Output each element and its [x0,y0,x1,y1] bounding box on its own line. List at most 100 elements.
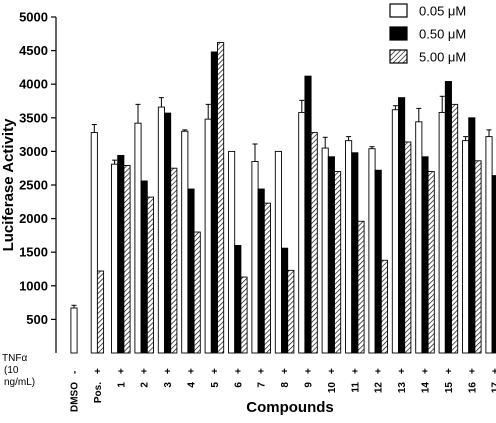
treatment-sign: + [374,368,385,374]
y-tick-label: 1000 [19,278,48,293]
treatment-sign: + [397,368,408,374]
bar-hatched [310,132,318,354]
bar-solid [257,188,265,354]
category-label: 1 [116,382,127,388]
bar-open [438,111,446,354]
bars-group [70,42,496,354]
treatment-sign: + [116,368,127,374]
category-label: 9 [304,382,315,388]
legend-label: 5.00 μM [419,50,466,65]
legend: 0.05 μM 0.50 μM 5.00 μM [389,3,466,65]
bar-open [415,121,423,354]
y-tick-label: 2000 [19,211,48,226]
y-tick-label: 500 [26,312,48,327]
y-axis-title: Luciferase Activity [0,118,17,251]
bar-hatched [334,171,342,354]
treatment-sign: + [163,368,174,374]
category-label: 7 [257,382,268,388]
treatment-sign: + [327,368,338,374]
bar-open [391,109,399,354]
category-label: 3 [163,382,174,388]
treatment-label: ng/mL) [4,377,35,388]
category-label: 8 [280,382,291,388]
bar-solid [187,188,195,354]
category-label: Pos. [93,382,104,403]
bar-solid [351,152,359,354]
y-tick-label: 3500 [19,110,48,125]
legend-label: 0.50 μM [419,27,466,42]
category-label: 14 [421,382,432,394]
bar-hatched [240,276,248,354]
legend-swatch-solid [389,26,408,41]
category-label: 4 [187,382,198,388]
category-label: 10 [327,382,338,394]
bar-hatched [123,165,131,354]
bar-open [134,122,142,354]
bar-solid [117,154,125,354]
treatment-sign: + [210,368,221,374]
treatment-sign: - [70,371,81,374]
bar-solid [210,51,218,354]
bar-open [368,148,376,354]
bar-open [462,140,470,354]
bar-solid [327,156,335,354]
bar-open [321,147,329,354]
category-label: 13 [397,382,408,394]
axes: 500 1000 1500 2000 2500 3000 3500 4000 4500 5000 L… [0,10,334,417]
bar-open [251,161,259,354]
labels-group: - DMSO + Pos. +1 +2 +3 +4 +5 +6 +7 +8 +9 +10 +11 +12 +13… [2,353,496,412]
y-tick-label: 4500 [19,43,48,58]
bar-hatched [146,196,154,354]
treatment-label: (10 [4,365,19,376]
bar-open [228,150,236,354]
category-label: 12 [374,382,385,394]
bar-hatched [427,171,435,354]
bar-solid [234,245,242,354]
treatment-sign: + [350,368,361,374]
bar-hatched [263,202,271,354]
y-tick-label: 3000 [19,144,48,159]
legend-swatch-open [389,3,408,18]
bar-solid [281,247,289,354]
bar-open [181,130,189,354]
bar-solid [491,175,496,354]
bar-open [90,132,98,354]
bar-open [345,140,353,354]
bar-hatched [193,231,201,354]
legend-swatch-hatched [389,49,408,64]
bar-solid [421,156,429,354]
bar-open [298,111,306,354]
category-label: 2 [140,382,151,388]
bar-hatched [287,269,295,354]
bar-solid [140,180,148,354]
bar-solid [304,75,312,354]
treatment-sign: + [187,368,198,374]
bar-open [204,118,212,354]
bar-open [274,150,282,354]
bar-open [157,106,165,354]
bar-hatched [357,220,365,354]
treatment-sign: + [491,368,496,374]
bar-solid [468,117,476,354]
treatment-sign: + [280,368,291,374]
treatment-sign: + [467,368,478,374]
bar-hatched [170,167,178,354]
y-tick-label: 5000 [19,10,48,25]
bar-open [70,307,78,354]
legend-label: 0.05 μM [419,4,466,19]
treatment-sign: + [93,368,104,374]
treatment-sign: + [257,368,268,374]
bar-solid [444,81,452,354]
y-tick-label: 4000 [19,77,48,92]
category-label: 6 [233,382,244,388]
y-tick-label: 1500 [19,245,48,260]
treatment-sign: + [140,368,151,374]
bar-open [111,163,119,354]
category-label: 16 [467,382,478,394]
treatment-sign: + [304,368,315,374]
treatment-sign: + [421,368,432,374]
bar-solid [374,169,382,354]
bar-solid [164,112,172,354]
